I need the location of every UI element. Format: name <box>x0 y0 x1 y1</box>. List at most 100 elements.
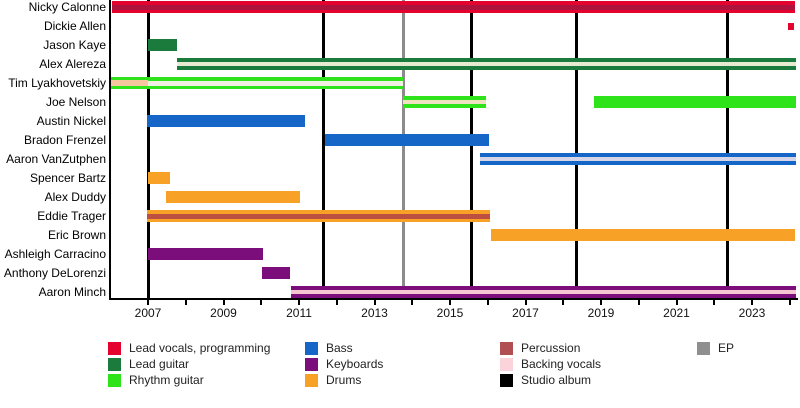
timeline-bar <box>146 210 490 222</box>
legend-color-swatch <box>305 342 318 355</box>
year-tick <box>600 300 602 305</box>
member-row-label: Tim Lyakhovetskiy <box>8 76 106 90</box>
legend-color-swatch <box>108 374 121 387</box>
legend-color-swatch <box>108 342 121 355</box>
member-row-label: Joe Nelson <box>45 95 106 109</box>
timeline-bar <box>262 267 290 279</box>
legend-label: Rhythm guitar <box>129 373 204 387</box>
role-stripe <box>146 213 490 219</box>
year-tick <box>675 300 678 305</box>
year-label: 2021 <box>663 306 690 320</box>
timeline-bar <box>112 1 796 13</box>
member-row-label: Eric Brown <box>47 228 106 242</box>
year-label: 2023 <box>738 306 766 320</box>
member-row-label: Ashleigh Carracino <box>4 247 106 261</box>
studio-album-line <box>470 0 474 298</box>
timeline-bar <box>787 22 795 30</box>
ep-line <box>401 0 405 298</box>
year-tick <box>184 300 187 305</box>
year-tick <box>298 300 300 305</box>
year-label: 2013 <box>361 306 388 320</box>
legend-label: Keyboards <box>326 357 384 371</box>
year-tick <box>524 300 527 305</box>
role-stripe <box>148 80 404 86</box>
timeline-bar <box>291 286 797 298</box>
year-tick <box>260 300 263 305</box>
year-tick <box>411 300 414 305</box>
timeline-bar <box>148 39 178 51</box>
year-label: 2009 <box>210 306 237 320</box>
member-row-label: Dickie Allen <box>43 19 106 33</box>
legend-color-swatch <box>697 342 710 355</box>
legend-color-swatch <box>305 358 318 371</box>
legend-color-swatch <box>108 358 121 371</box>
member-row-label: Nicky Calonne <box>28 0 106 14</box>
timeline-bar <box>403 96 486 108</box>
member-row-label: Anthony DeLorenzi <box>3 266 106 280</box>
role-stripe <box>112 4 796 10</box>
member-row-label: Bradon Frenzel <box>23 133 106 147</box>
studio-album-line <box>146 0 150 298</box>
legend-label: EP <box>718 341 735 355</box>
x-axis-line <box>109 298 798 300</box>
year-tick <box>335 300 338 305</box>
year-tick <box>713 300 716 305</box>
year-tick <box>449 300 451 305</box>
legend-label: Lead vocals, programming <box>129 341 271 355</box>
legend-label: Bass <box>326 341 353 355</box>
year-label: 2015 <box>436 306 464 320</box>
legend-color-swatch <box>500 342 513 355</box>
year-tick <box>486 300 489 305</box>
legend-label: Drums <box>326 373 362 387</box>
timeline-bar <box>177 58 797 70</box>
role-stripe <box>479 157 797 161</box>
member-row-label: Alex Alereza <box>39 57 106 71</box>
year-label: 2017 <box>512 306 539 320</box>
member-row-label: Alex Duddy <box>44 190 106 204</box>
year-tick <box>147 300 149 305</box>
member-row-label: Austin Nickel <box>36 114 106 128</box>
year-tick <box>637 300 640 305</box>
year-tick <box>751 300 753 305</box>
year-label: 2019 <box>587 306 615 320</box>
role-stripe <box>177 62 797 66</box>
role-stripe <box>110 80 148 86</box>
timeline-bar <box>166 191 301 203</box>
studio-album-line <box>322 0 326 298</box>
legend-label: Percussion <box>521 341 581 355</box>
year-tick <box>562 300 565 305</box>
timeline-bar <box>490 229 796 241</box>
legend-label: Studio album <box>521 373 592 387</box>
year-label: 2007 <box>134 306 162 320</box>
studio-album-line <box>575 0 579 298</box>
year-tick <box>222 300 225 305</box>
member-row-label: Spencer Bartz <box>29 171 106 185</box>
legend-label: Backing vocals <box>521 357 602 371</box>
year-tick <box>788 300 791 305</box>
legend-color-swatch <box>500 374 513 387</box>
role-stripe <box>291 290 797 294</box>
timeline-bar <box>146 115 306 127</box>
member-row-label: Aaron Minch <box>38 285 106 299</box>
studio-album-line <box>726 0 730 298</box>
timeline-bar <box>148 172 170 184</box>
legend-color-swatch <box>500 358 513 371</box>
year-tick <box>373 300 376 305</box>
timeline-bar <box>325 134 489 146</box>
timeline-bar <box>148 77 404 89</box>
timeline-bar <box>110 77 148 89</box>
timeline-bar <box>148 248 264 260</box>
legend-color-swatch <box>305 374 318 387</box>
member-row-label: Eddie Trager <box>37 209 106 223</box>
timeline-bar <box>479 153 797 165</box>
role-stripe <box>403 100 486 104</box>
legend-label: Lead guitar <box>129 357 190 371</box>
member-row-label: Jason Kaye <box>43 38 106 52</box>
member-row-label: Aaron VanZutphen <box>6 152 106 166</box>
timeline-bar <box>593 96 797 108</box>
year-label: 2011 <box>286 306 312 320</box>
y-axis-line <box>109 0 111 300</box>
